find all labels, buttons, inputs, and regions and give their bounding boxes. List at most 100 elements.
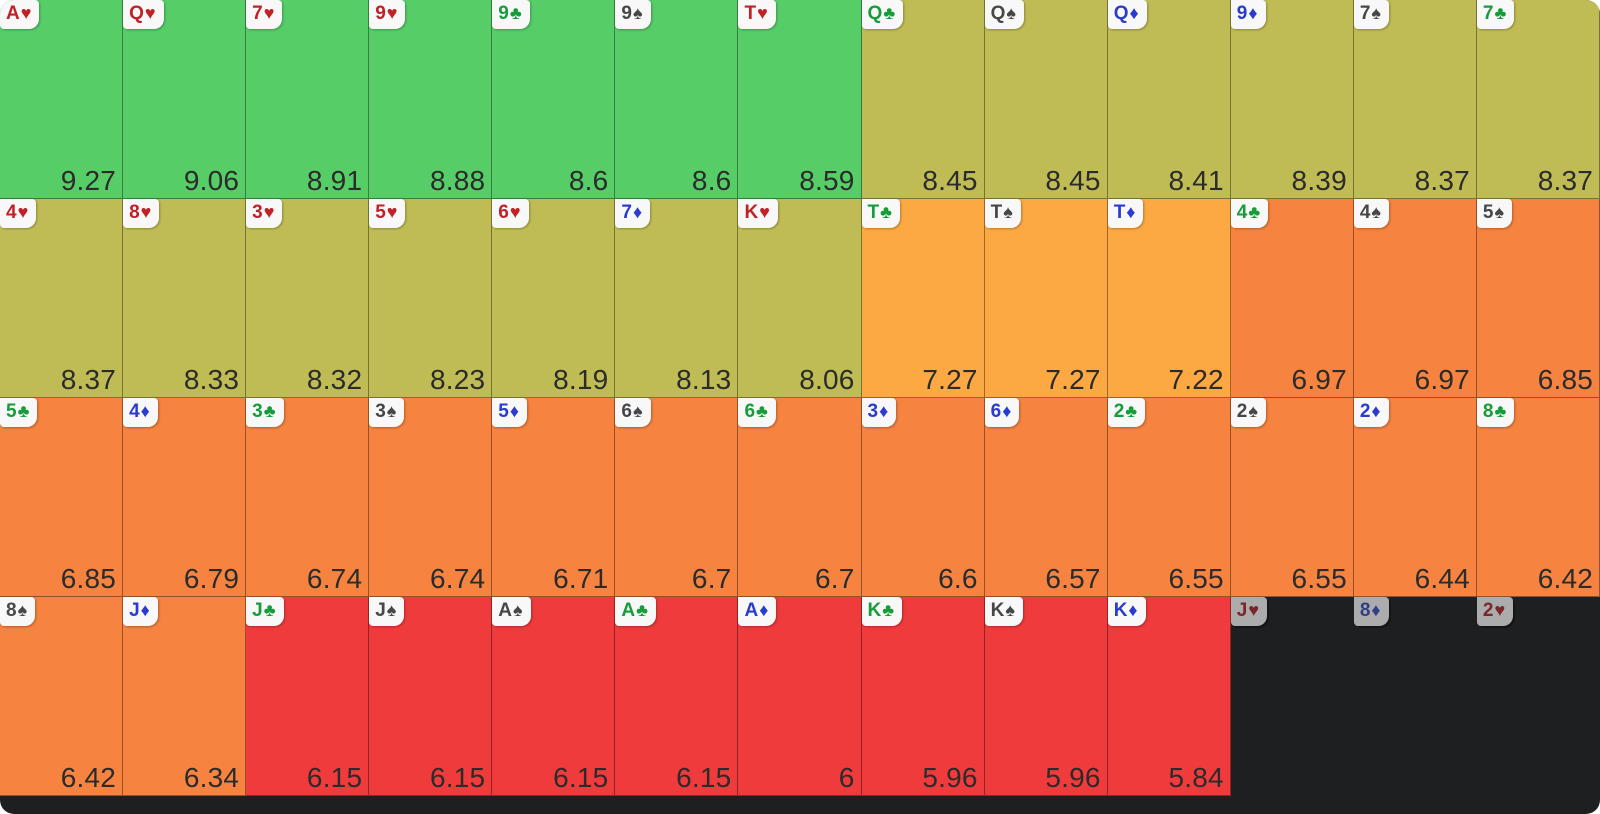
card-cell-Qd[interactable]: Q ♦ 8.41 — [1107, 0, 1231, 199]
card-cell-7d[interactable]: 7 ♦ 8.13 — [615, 199, 739, 398]
card-cell-5d[interactable]: 5 ♦ 6.71 — [492, 398, 616, 597]
card-rank-label: 4 — [6, 202, 17, 223]
card-cell-Ac[interactable]: A ♣ 6.15 — [615, 597, 739, 796]
card-rank-label: 3 — [375, 401, 386, 422]
card-ev-value: 6.55 — [1291, 563, 1347, 594]
card-rank-label: 8 — [129, 202, 140, 223]
card-cell-6h[interactable]: 6 ♥ 8.19 — [492, 199, 616, 398]
card-cell-Qs[interactable]: Q ♠ 8.45 — [984, 0, 1108, 199]
card-cell-9c[interactable]: 9 ♣ 8.6 — [492, 0, 616, 199]
card-cell-3s[interactable]: 3 ♠ 6.74 — [369, 398, 493, 597]
card-cell-2c[interactable]: 2 ♣ 6.55 — [1107, 398, 1231, 597]
card-cell-As[interactable]: A ♠ 6.15 — [492, 597, 616, 796]
card-cell-9d[interactable]: 9 ♦ 8.39 — [1230, 0, 1354, 199]
card-cell-Qh[interactable]: Q ♥ 9.06 — [123, 0, 247, 199]
card-chip: Q ♥ — [123, 0, 164, 29]
card-cell-8c[interactable]: 8 ♣ 6.42 — [1476, 398, 1600, 597]
card-rank-label: Q — [990, 3, 1006, 24]
card-chip: 8 ♥ — [123, 199, 160, 228]
card-cell-Ad[interactable]: A ♦ 6 — [738, 597, 862, 796]
card-cell-Jh[interactable]: J ♥ — [1230, 597, 1354, 796]
card-cell-4s[interactable]: 4 ♠ 6.97 — [1353, 199, 1477, 398]
card-cell-Jc[interactable]: J ♣ 6.15 — [246, 597, 370, 796]
card-ev-value: 8.45 — [922, 165, 978, 196]
card-rank-label: A — [744, 600, 759, 621]
card-rank-label: Q — [1113, 3, 1129, 24]
suit-club-icon: ♣ — [1494, 3, 1507, 23]
card-cell-7h[interactable]: 7 ♥ 8.91 — [246, 0, 370, 199]
card-cell-3c[interactable]: 3 ♣ 6.74 — [246, 398, 370, 597]
card-ev-value: 8.45 — [1045, 165, 1101, 196]
suit-club-icon: ♣ — [636, 600, 648, 620]
card-cell-5s[interactable]: 5 ♠ 6.85 — [1476, 199, 1600, 398]
suit-heart-icon: ♥ — [17, 202, 29, 222]
card-cell-2d[interactable]: 2 ♦ 6.44 — [1353, 398, 1477, 597]
card-chip: A ♣ — [615, 597, 656, 626]
card-ev-value: 8.39 — [1291, 165, 1347, 196]
card-cell-Tc[interactable]: T ♣ 7.27 — [861, 199, 985, 398]
card-chip: 4 ♥ — [0, 199, 37, 228]
suit-spade-icon: ♠ — [1005, 600, 1015, 620]
suit-spade-icon: ♠ — [1006, 3, 1016, 23]
suit-diamond-icon: ♦ — [1129, 3, 1139, 23]
card-cell-Qc[interactable]: Q ♣ 8.45 — [861, 0, 985, 199]
card-cell-4h[interactable]: 4 ♥ 8.37 — [0, 199, 124, 398]
card-cell-Kc[interactable]: K ♣ 5.96 — [861, 597, 985, 796]
card-ev-value: 9.06 — [183, 165, 240, 196]
suit-club-icon: ♣ — [1494, 401, 1507, 421]
card-chip: 7 ♦ — [615, 199, 651, 228]
card-cell-2s[interactable]: 2 ♠ 6.55 — [1230, 398, 1354, 597]
card-cell-6d[interactable]: 6 ♦ 6.57 — [984, 398, 1108, 597]
card-ev-value: 8.37 — [60, 364, 117, 395]
card-rank-label: K — [744, 202, 759, 223]
card-cell-Jd[interactable]: J ♦ 6.34 — [123, 597, 247, 796]
suit-heart-icon: ♥ — [140, 202, 152, 222]
card-cell-8d[interactable]: 8 ♦ — [1353, 597, 1477, 796]
card-cell-Ts[interactable]: T ♠ 7.27 — [984, 199, 1108, 398]
card-ev-value: 8.23 — [430, 364, 486, 395]
card-cell-4c[interactable]: 4 ♣ 6.97 — [1230, 199, 1354, 398]
card-ev-value: 5.84 — [1168, 762, 1224, 793]
card-cell-2h[interactable]: 2 ♥ — [1476, 597, 1600, 796]
card-cell-6c[interactable]: 6 ♣ 6.7 — [738, 398, 862, 597]
card-rank-label: T — [867, 202, 880, 223]
card-cell-5c[interactable]: 5 ♣ 6.85 — [0, 398, 124, 597]
card-cell-Js[interactable]: J ♠ 6.15 — [369, 597, 493, 796]
card-rank-label: 3 — [867, 401, 879, 422]
card-chip: 9 ♥ — [369, 0, 406, 29]
suit-diamond-icon: ♦ — [1371, 600, 1381, 620]
card-chip: 6 ♣ — [738, 398, 776, 427]
card-cell-5h[interactable]: 5 ♥ 8.23 — [369, 199, 493, 398]
card-rank-label: 5 — [6, 401, 17, 422]
card-cell-8s[interactable]: 8 ♠ 6.42 — [0, 597, 124, 796]
card-cell-Th[interactable]: T ♥ 8.59 — [738, 0, 862, 199]
card-chip: 5 ♦ — [492, 398, 528, 427]
card-ev-value: 6.55 — [1168, 563, 1224, 594]
card-rank-label: A — [621, 600, 636, 621]
card-rank-label: A — [6, 3, 20, 24]
card-chip: 2 ♣ — [1107, 398, 1146, 427]
card-cell-Td[interactable]: T ♦ 7.22 — [1107, 199, 1231, 398]
card-chip: 6 ♥ — [492, 199, 529, 228]
card-cell-Ah[interactable]: A ♥ 9.27 — [0, 0, 124, 199]
card-cell-3d[interactable]: 3 ♦ 6.6 — [861, 398, 985, 597]
card-chip: A ♥ — [0, 0, 40, 29]
card-cell-8h[interactable]: 8 ♥ 8.33 — [123, 199, 247, 398]
card-cell-7c[interactable]: 7 ♣ 8.37 — [1476, 0, 1600, 199]
card-cell-3h[interactable]: 3 ♥ 8.32 — [246, 199, 370, 398]
suit-diamond-icon: ♦ — [879, 401, 889, 421]
card-chip: 5 ♠ — [1476, 199, 1513, 228]
card-cell-7s[interactable]: 7 ♠ 8.37 — [1353, 0, 1477, 199]
card-cell-Kh[interactable]: K ♥ 8.06 — [738, 199, 862, 398]
card-cell-9s[interactable]: 9 ♠ 8.6 — [615, 0, 739, 199]
card-cell-9h[interactable]: 9 ♥ 8.88 — [369, 0, 493, 199]
card-chip: 3 ♦ — [861, 398, 897, 427]
card-chip: K ♦ — [1107, 597, 1146, 626]
card-cell-6s[interactable]: 6 ♠ 6.7 — [615, 398, 739, 597]
card-ev-value: 6.71 — [553, 563, 609, 594]
card-cell-4d[interactable]: 4 ♦ 6.79 — [123, 398, 247, 597]
card-ev-value: 8.59 — [799, 165, 855, 196]
card-cell-Ks[interactable]: K ♠ 5.96 — [984, 597, 1108, 796]
card-ev-value: 6.7 — [691, 563, 732, 594]
card-cell-Kd[interactable]: K ♦ 5.84 — [1107, 597, 1231, 796]
